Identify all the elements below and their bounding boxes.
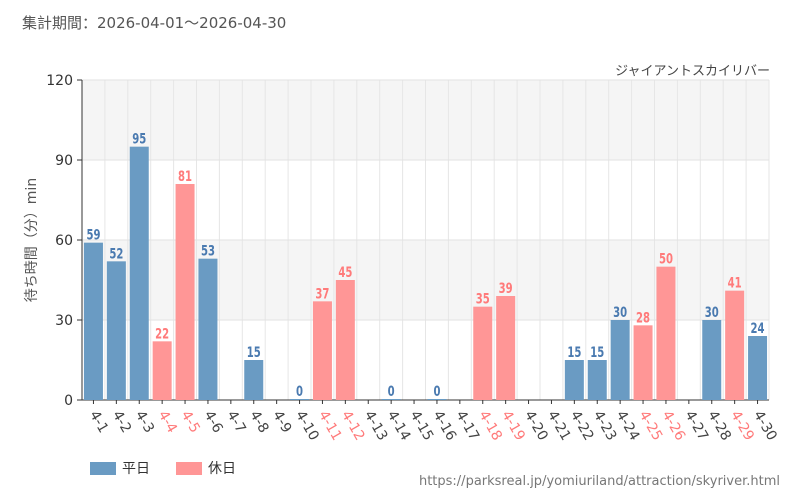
period-label: 集計期間：2026-04-01～2026-04-30 [22,14,287,32]
x-tick-label-4-23: 4-23 [590,408,620,444]
data-label-4-24: 30 [613,304,627,321]
x-tick-label-4-16: 4-16 [429,408,459,444]
data-label-4-28: 30 [705,304,719,321]
bar-4-6 [198,258,218,400]
bar-4-2 [106,261,126,400]
data-label-4-14: 0 [388,383,395,400]
bar-4-19 [496,296,516,400]
bar-4-26 [656,266,676,400]
y-tick-label: 60 [55,233,73,249]
bar-4-22 [564,360,584,400]
x-tick-label-4-1: 4-1 [86,408,111,436]
attraction-name: ジャイアントスカイリバー [615,64,770,79]
y-axis-title: 待ち時間（分）min [24,178,40,302]
x-tick-label-4-8: 4-8 [246,408,271,436]
data-label-4-6: 53 [201,242,215,259]
data-label-4-22: 15 [567,344,581,361]
x-tick-label-4-5: 4-5 [178,408,203,436]
bar-4-1 [83,242,103,400]
x-tick-label-4-3: 4-3 [132,408,157,436]
data-label-4-2: 52 [109,245,123,262]
x-tick-label-4-30: 4-30 [750,408,780,444]
x-tick-label-4-24: 4-24 [613,408,643,444]
data-label-4-16: 0 [433,383,440,400]
data-label-4-23: 15 [590,344,604,361]
data-label-4-25: 28 [636,309,650,326]
data-label-4-29: 41 [728,274,742,291]
x-tick-label-4-26: 4-26 [658,408,688,444]
bar-4-14 [381,399,401,400]
x-tick-label-4-20: 4-20 [521,408,551,444]
legend-label-holiday: 休日 [208,461,236,477]
x-tick-label-4-27: 4-27 [681,408,711,444]
bar-4-23 [587,360,607,400]
data-label-4-26: 50 [659,250,673,267]
x-tick-label-4-13: 4-13 [361,408,391,444]
x-tick-label-4-12: 4-12 [338,408,368,444]
bar-4-24 [610,320,630,400]
data-label-4-19: 39 [499,280,513,297]
x-tick-label-4-9: 4-9 [269,408,294,436]
x-tick-label-4-22: 4-22 [567,408,597,444]
data-label-4-30: 24 [751,320,765,337]
bar-4-18 [473,306,493,400]
bar-4-11 [312,301,332,400]
x-tick-label-4-11: 4-11 [315,408,345,444]
data-label-4-11: 37 [315,285,329,302]
legend-label-weekday: 平日 [122,461,150,477]
bar-4-29 [725,290,745,400]
x-tick-label-4-10: 4-10 [292,408,322,444]
legend-item-weekday: 平日 [90,458,150,478]
data-label-4-8: 15 [247,344,261,361]
data-label-4-3: 95 [132,130,146,147]
bar-4-28 [702,320,722,400]
y-tick-label: 0 [64,393,73,409]
x-tick-label-4-29: 4-29 [727,408,757,444]
bar-4-16 [427,399,447,400]
data-label-4-5: 81 [178,168,192,185]
legend-item-holiday: 休日 [176,458,236,478]
x-tick-label-4-28: 4-28 [704,408,734,444]
bar-4-4 [152,341,172,400]
legend: 平日 休日 [90,458,262,478]
y-tick-label: 30 [55,313,73,329]
data-label-4-1: 59 [86,226,100,243]
x-tick-label-4-25: 4-25 [636,408,666,444]
bar-4-8 [244,360,264,400]
y-tick-label: 120 [46,73,73,89]
bar-4-3 [129,146,149,400]
x-tick-label-4-17: 4-17 [452,408,482,444]
x-tick-label-4-6: 4-6 [200,408,225,436]
data-label-4-10: 0 [296,383,303,400]
x-tick-label-4-19: 4-19 [498,408,528,444]
x-tick-label-4-4: 4-4 [155,408,180,436]
legend-swatch-weekday [90,461,116,475]
bar-4-10 [290,399,310,400]
x-tick-label-4-15: 4-15 [407,408,437,444]
bar-4-12 [335,280,355,400]
bar-4-25 [633,325,653,400]
x-tick-label-4-14: 4-14 [384,408,414,444]
bar-4-5 [175,184,195,400]
x-tick-label-4-18: 4-18 [475,408,505,444]
data-label-4-18: 35 [476,290,490,307]
x-tick-label-4-7: 4-7 [223,408,248,436]
x-tick-label-4-21: 4-21 [544,408,574,444]
data-label-4-12: 45 [338,264,352,281]
data-label-4-4: 22 [155,325,169,342]
x-tick-label-4-2: 4-2 [109,408,134,436]
bar-4-30 [748,336,768,400]
y-tick-label: 90 [55,153,73,169]
legend-swatch-holiday [176,461,202,475]
source-url[interactable]: https://parksreal.jp/yomiuriland/attract… [418,474,780,489]
